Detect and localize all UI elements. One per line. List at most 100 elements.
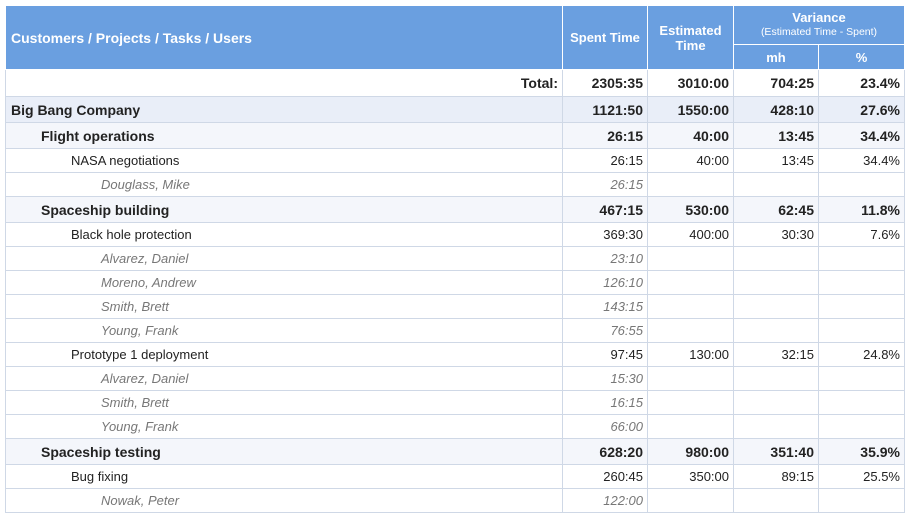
row-estimated xyxy=(647,414,734,439)
row-mh: 13:45 xyxy=(733,148,819,173)
row-mh: 62:45 xyxy=(733,196,819,223)
row-pct: 35.9% xyxy=(818,438,905,465)
row: Nowak, Peter 122:00 xyxy=(5,488,905,513)
row: Smith, Brett 143:15 xyxy=(5,294,905,319)
total-pct: 23.4% xyxy=(818,69,905,97)
row-name: Spaceship building xyxy=(5,196,563,223)
row-pct xyxy=(818,390,905,415)
row-pct xyxy=(818,318,905,343)
row-mh: 13:45 xyxy=(733,122,819,149)
row: Flight operations 26:15 40:00 13:45 34.4% xyxy=(5,122,905,149)
total-mh: 704:25 xyxy=(733,69,819,97)
row-mh xyxy=(733,246,819,271)
header-pct: % xyxy=(818,44,905,70)
row-estimated xyxy=(647,270,734,295)
row-spent: 26:15 xyxy=(562,122,648,149)
row: Black hole protection 369:30 400:00 30:30 7.… xyxy=(5,222,905,247)
row-pct xyxy=(818,294,905,319)
row-spent: 628:20 xyxy=(562,438,648,465)
row-pct xyxy=(818,270,905,295)
row: Smith, Brett 16:15 xyxy=(5,390,905,415)
row: Young, Frank 66:00 xyxy=(5,414,905,439)
row: Spaceship building 467:15 530:00 62:45 11.8% xyxy=(5,196,905,223)
row-spent: 143:15 xyxy=(562,294,648,319)
row-spent: 260:45 xyxy=(562,464,648,489)
row-pct: 34.4% xyxy=(818,148,905,173)
row-name: Alvarez, Daniel xyxy=(5,246,563,271)
row-mh xyxy=(733,366,819,391)
header-name: Customers / Projects / Tasks / Users xyxy=(5,5,563,70)
row-mh xyxy=(733,390,819,415)
header-mh: mh xyxy=(733,44,819,70)
row-name: Douglass, Mike xyxy=(5,172,563,197)
row-mh xyxy=(733,318,819,343)
header-estimated: Estimated Time xyxy=(647,5,734,70)
row-mh: 351:40 xyxy=(733,438,819,465)
row: Douglass, Mike 26:15 xyxy=(5,172,905,197)
row: Bug fixing 260:45 350:00 89:15 25.5% xyxy=(5,464,905,489)
row-estimated: 400:00 xyxy=(647,222,734,247)
row: Alvarez, Daniel 23:10 xyxy=(5,246,905,271)
report-table: Customers / Projects / Tasks / Users Spe… xyxy=(5,5,905,513)
row-estimated: 530:00 xyxy=(647,196,734,223)
row-pct xyxy=(818,414,905,439)
row-mh xyxy=(733,294,819,319)
row-spent: 16:15 xyxy=(562,390,648,415)
row-mh xyxy=(733,172,819,197)
variance-title: Variance xyxy=(792,10,846,25)
row-name: Young, Frank xyxy=(5,414,563,439)
row-mh: 32:15 xyxy=(733,342,819,367)
row-estimated: 130:00 xyxy=(647,342,734,367)
row-estimated xyxy=(647,366,734,391)
row-estimated: 40:00 xyxy=(647,122,734,149)
row: Young, Frank 76:55 xyxy=(5,318,905,343)
row-estimated xyxy=(647,172,734,197)
row-name: Moreno, Andrew xyxy=(5,270,563,295)
row-estimated xyxy=(647,294,734,319)
row-pct: 11.8% xyxy=(818,196,905,223)
total-estimated: 3010:00 xyxy=(647,69,734,97)
row-pct xyxy=(818,172,905,197)
row-spent: 23:10 xyxy=(562,246,648,271)
row-estimated: 1550:00 xyxy=(647,96,734,123)
row-pct: 34.4% xyxy=(818,122,905,149)
row-pct xyxy=(818,246,905,271)
row-name: Black hole protection xyxy=(5,222,563,247)
row-estimated xyxy=(647,488,734,513)
row-name: Spaceship testing xyxy=(5,438,563,465)
total-label: Total: xyxy=(5,69,563,97)
total-spent: 2305:35 xyxy=(562,69,648,97)
row-name: Nowak, Peter xyxy=(5,488,563,513)
row-spent: 15:30 xyxy=(562,366,648,391)
row-pct xyxy=(818,488,905,513)
row-mh xyxy=(733,488,819,513)
row-spent: 26:15 xyxy=(562,172,648,197)
row-spent: 76:55 xyxy=(562,318,648,343)
row-mh: 428:10 xyxy=(733,96,819,123)
row-estimated xyxy=(647,318,734,343)
row: NASA negotiations 26:15 40:00 13:45 34.4% xyxy=(5,148,905,173)
row-mh xyxy=(733,270,819,295)
total-row: Total: 2305:35 3010:00 704:25 23.4% xyxy=(5,69,905,97)
row-name: Young, Frank xyxy=(5,318,563,343)
row-estimated: 980:00 xyxy=(647,438,734,465)
row: Alvarez, Daniel 15:30 xyxy=(5,366,905,391)
row-name: Smith, Brett xyxy=(5,390,563,415)
row-spent: 467:15 xyxy=(562,196,648,223)
row-name: Prototype 1 deployment xyxy=(5,342,563,367)
row-estimated: 350:00 xyxy=(647,464,734,489)
row-estimated xyxy=(647,246,734,271)
header-spent: Spent Time xyxy=(562,5,648,70)
row-name: Flight operations xyxy=(5,122,563,149)
row-name: Alvarez, Daniel xyxy=(5,366,563,391)
row-spent: 1121:50 xyxy=(562,96,648,123)
row-spent: 26:15 xyxy=(562,148,648,173)
row-spent: 369:30 xyxy=(562,222,648,247)
row-spent: 122:00 xyxy=(562,488,648,513)
row-pct: 25.5% xyxy=(818,464,905,489)
row-mh: 89:15 xyxy=(733,464,819,489)
row-pct: 24.8% xyxy=(818,342,905,367)
row-name: NASA negotiations xyxy=(5,148,563,173)
row-estimated xyxy=(647,390,734,415)
row-spent: 97:45 xyxy=(562,342,648,367)
